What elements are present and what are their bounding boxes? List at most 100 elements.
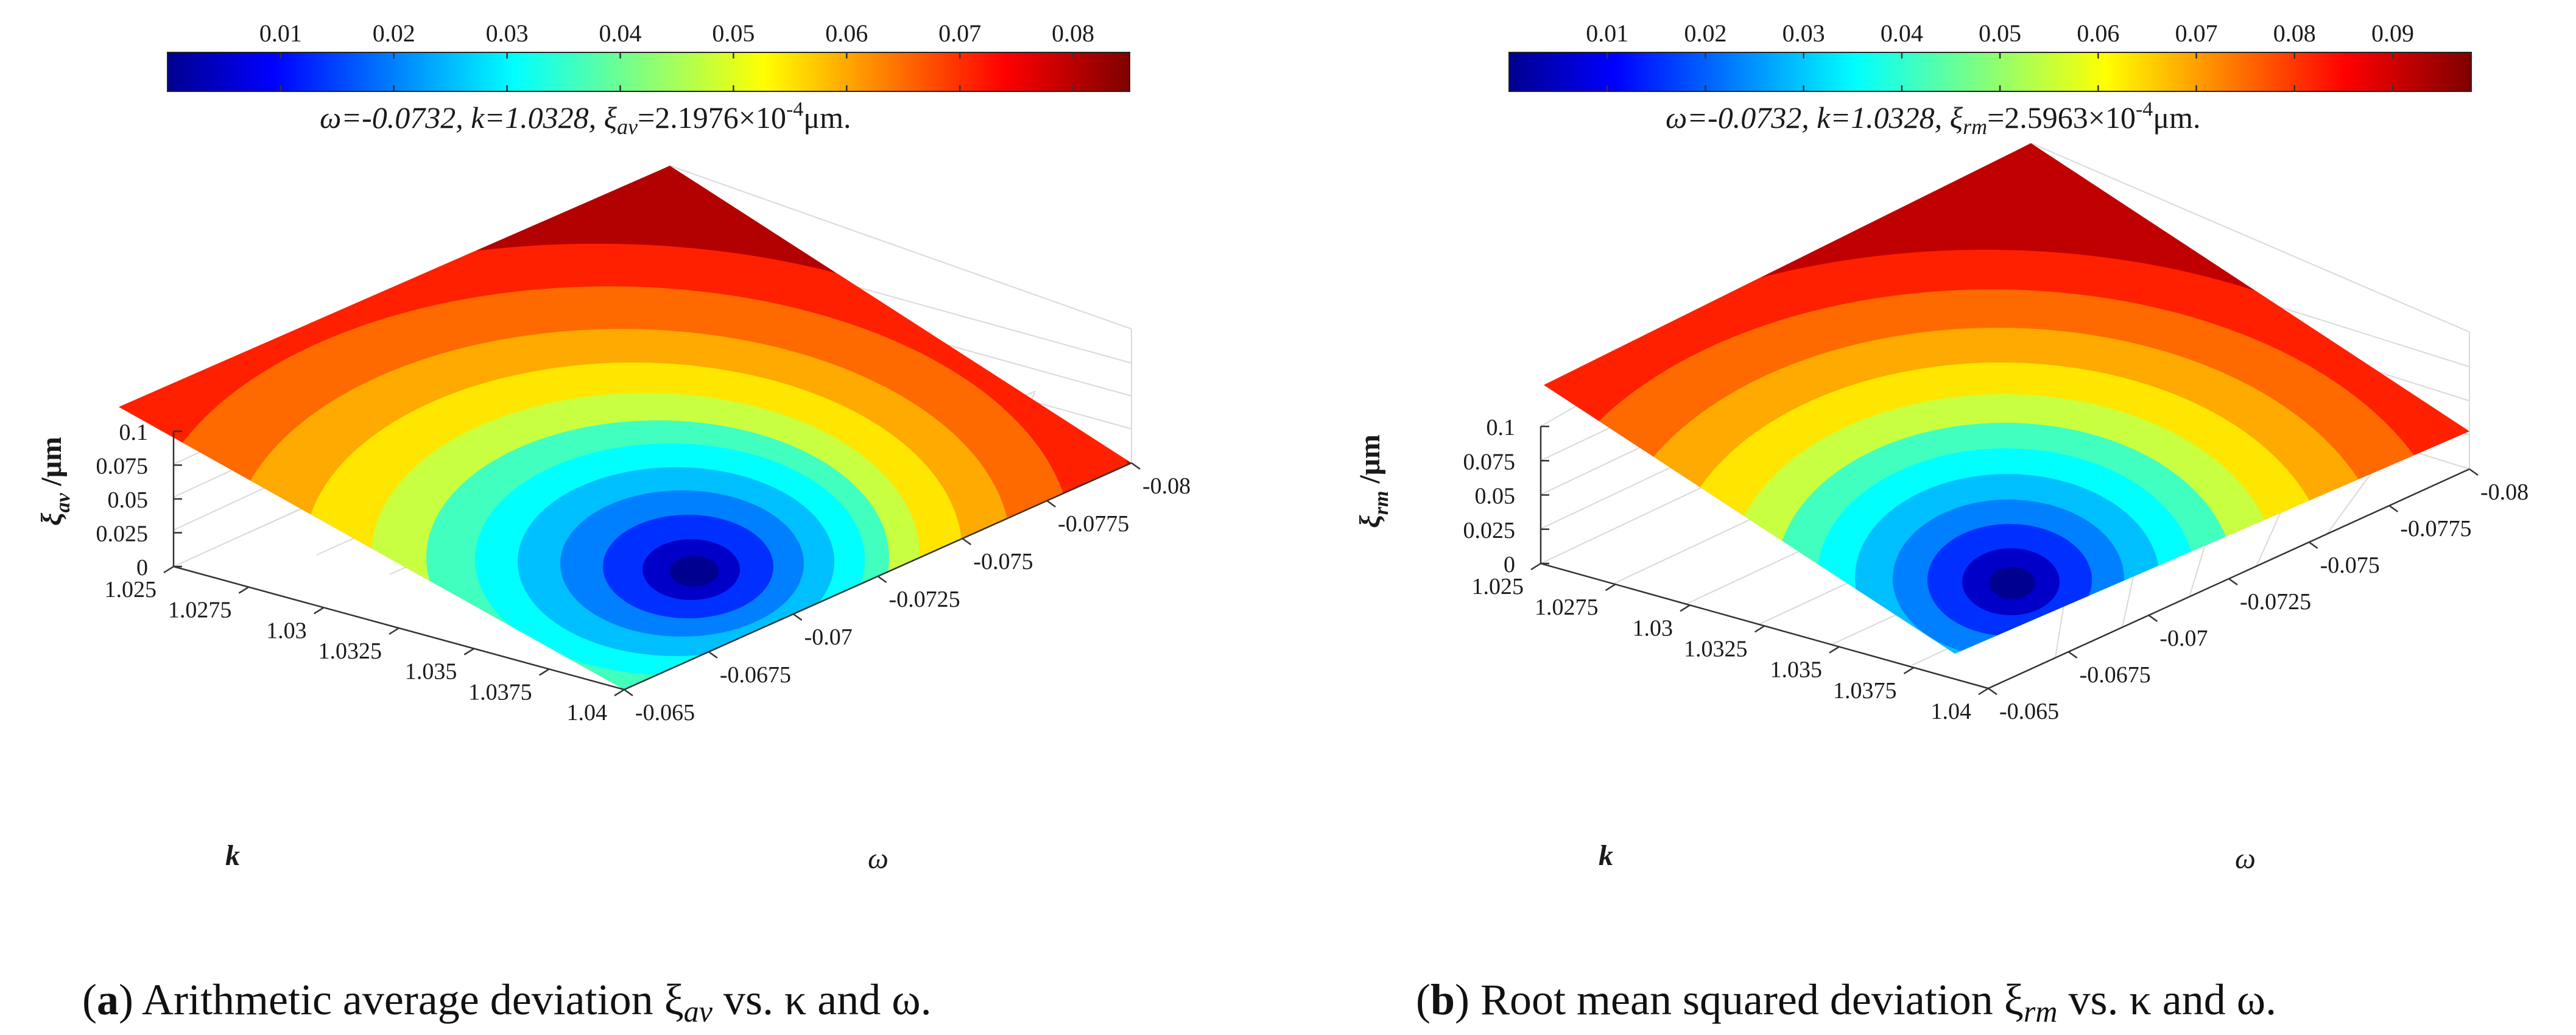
k-tick-label: 1.03 — [266, 618, 307, 643]
omega-tick-label: -0.0675 — [720, 662, 791, 688]
colorbar-tick-label: 0.03 — [486, 19, 529, 47]
omega-tick-mark — [708, 651, 718, 659]
z-tick-label: 0.025 — [96, 521, 149, 547]
omega-tick-mark — [2228, 578, 2238, 586]
z-ticks-a: 0 0.025 0.05 0.075 0.1 — [96, 420, 182, 581]
k-tick-label: 1.025 — [105, 577, 157, 602]
omega-ticks-a: -0.065 -0.0675 -0.07 -0.0725 -0.075 -0.0775 -0… — [624, 462, 1191, 726]
caption-b: (b) Root mean squared deviation ξrm vs. … — [1416, 975, 2276, 1028]
k-tick-mark — [1978, 687, 1989, 696]
k-tick-mark — [1903, 666, 1915, 674]
omega-tick-mark — [877, 575, 887, 584]
omega-tick-label: -0.0725 — [2240, 589, 2311, 615]
k-tick-label: 1.0325 — [1684, 637, 1748, 662]
omega-tick-mark — [962, 537, 972, 546]
k-tick-label: 1.035 — [1770, 657, 1823, 683]
panel-b: 0.01 0.02 0.03 0.04 0.05 0.06 0.07 0.08 0.09 ω=-… — [1354, 19, 2528, 1028]
k-tick-mark — [1530, 562, 1541, 571]
xlabel-a: k — [225, 839, 240, 872]
k-tick-label: 1.03 — [1633, 615, 1673, 641]
colorbar-a-ticks: 0.01 0.02 0.03 0.04 0.05 0.06 0.07 0.08 — [259, 19, 1094, 91]
z-tick-label: 0.1 — [119, 420, 149, 445]
ylabel-a: ω — [868, 842, 889, 875]
colorbar-tick-label: 0.01 — [1586, 19, 1628, 47]
k-tick-mark — [314, 607, 325, 615]
z-tick-label: 0.075 — [96, 454, 149, 479]
omega-tick-label: -0.08 — [2480, 479, 2528, 505]
colorbar-tick-label: 0.03 — [1782, 19, 1825, 47]
colorbar-b-ticks: 0.01 0.02 0.03 0.04 0.05 0.06 0.07 0.08 0.09 — [1586, 19, 2414, 91]
panel-a: 0.01 0.02 0.03 0.04 0.05 0.06 0.07 0.08 ω=-0.07… — [35, 19, 1191, 1028]
colorbar-tick-label: 0.04 — [1881, 19, 1923, 47]
z-tick-label: 0.1 — [1487, 415, 1516, 440]
colorbar-tick-label: 0.07 — [2175, 19, 2218, 47]
omega-tick-label: -0.075 — [2320, 553, 2380, 578]
omega-tick-mark — [2067, 651, 2078, 659]
omega-tick-label: -0.065 — [635, 700, 695, 726]
k-tick-mark — [463, 648, 474, 655]
k-tick-label: 1.04 — [567, 700, 608, 726]
colorbar-tick-label: 0.06 — [2077, 19, 2119, 47]
k-tick-label: 1.025 — [1472, 574, 1524, 599]
omega-tick-label: -0.0675 — [2080, 662, 2151, 688]
k-tick-mark — [1605, 584, 1616, 592]
omega-tick-label: -0.0775 — [2400, 516, 2471, 542]
omega-tick-mark — [1131, 462, 1141, 470]
k-tick-label: 1.0275 — [1535, 595, 1599, 620]
colorbar-tick-label: 0.07 — [938, 19, 981, 47]
k-tick-label: 1.035 — [405, 659, 457, 685]
omega-tick-label: -0.065 — [1999, 699, 2059, 724]
omega-tick-mark — [1988, 687, 1997, 696]
omega-tick-mark — [2469, 468, 2479, 476]
xlabel-b: k — [1599, 839, 1613, 872]
k-tick-mark — [1829, 646, 1840, 654]
z-tick-label: 0.075 — [1463, 449, 1516, 475]
omega-ticks-b: -0.065 -0.0675 -0.07 -0.0725 -0.075 -0.0775 -0… — [1988, 468, 2528, 724]
omega-tick-label: -0.075 — [973, 549, 1033, 574]
k-tick-label: 1.0375 — [468, 679, 532, 705]
omega-tick-mark — [2388, 504, 2399, 513]
k-tick-mark — [1754, 625, 1765, 633]
omega-tick-label: -0.0725 — [889, 587, 960, 612]
omega-tick-label: -0.07 — [2159, 626, 2208, 651]
colorbar-tick-label: 0.05 — [1979, 19, 2021, 47]
colorbar-tick-label: 0.08 — [2273, 19, 2316, 47]
zlabel-a: ξav /μm — [35, 437, 74, 526]
surface-b — [1544, 143, 2469, 654]
k-tick-mark — [238, 586, 249, 594]
caption-a: (a) Arithmetic average deviation ξav vs.… — [82, 975, 932, 1028]
colorbar-tick-label: 0.04 — [599, 19, 642, 47]
colorbar-tick-label: 0.02 — [1684, 19, 1726, 47]
omega-tick-mark — [2308, 541, 2318, 549]
omega-tick-label: -0.08 — [1142, 473, 1191, 499]
z-tick-label: 0.05 — [1475, 484, 1516, 509]
k-tick-label: 1.0275 — [168, 598, 232, 623]
colorbar-tick-label: 0.01 — [259, 19, 302, 47]
zlabel-b: ξrm /μm — [1354, 434, 1393, 528]
annotation-a: ω=-0.0732, k=1.0328, ξav=2.1976×10-4μm. — [320, 98, 851, 139]
colorbar-b — [1508, 52, 2472, 92]
surface-a — [119, 166, 1131, 690]
colorbar-tick-label: 0.08 — [1052, 19, 1094, 47]
omega-tick-label: -0.0775 — [1058, 511, 1129, 537]
k-tick-label: 1.04 — [1931, 699, 1972, 724]
z-tick-label: 0 — [1504, 552, 1515, 578]
ylabel-b: ω — [2235, 842, 2256, 875]
colorbar-a — [167, 52, 1130, 92]
colorbar-tick-label: 0.09 — [2371, 19, 2414, 47]
omega-tick-mark — [792, 613, 803, 621]
k-tick-label: 1.0375 — [1833, 678, 1897, 704]
k-tick-mark — [1680, 604, 1691, 612]
k-tick-mark — [614, 688, 625, 697]
colorbar-tick-label: 0.02 — [373, 19, 415, 47]
k-tick-label: 1.0325 — [318, 638, 382, 664]
k-tick-mark — [163, 565, 174, 574]
colorbar-tick-label: 0.05 — [712, 19, 755, 47]
omega-tick-mark — [2148, 614, 2158, 623]
k-tick-mark — [389, 627, 399, 635]
omega-tick-mark — [1046, 500, 1056, 508]
z-tick-label: 0.025 — [1463, 518, 1516, 543]
z-tick-label: 0.05 — [108, 487, 149, 513]
omega-tick-label: -0.07 — [804, 624, 853, 650]
